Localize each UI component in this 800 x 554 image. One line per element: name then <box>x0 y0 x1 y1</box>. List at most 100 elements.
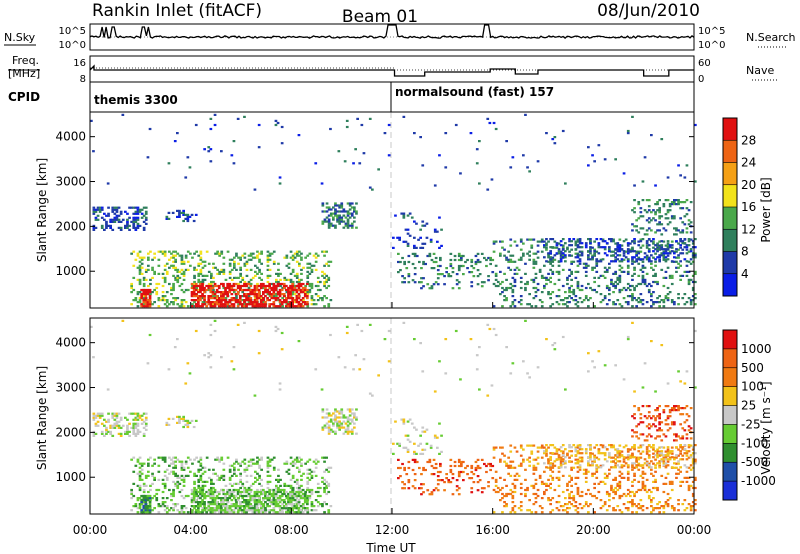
power-echo <box>654 211 657 214</box>
velocity-echo <box>266 456 270 459</box>
power-echo <box>557 264 561 267</box>
power-echo <box>656 242 659 245</box>
power-echo <box>186 219 190 223</box>
power-echo <box>302 266 305 269</box>
power-echo <box>113 208 117 211</box>
power-echo <box>203 291 206 294</box>
power-echo <box>178 254 182 257</box>
velocity-echo <box>165 423 169 426</box>
power-echo <box>212 288 215 292</box>
power-echo <box>199 256 203 259</box>
velocity-echo <box>180 511 184 514</box>
velocity-echo <box>605 476 609 479</box>
velocity-echo <box>660 505 664 508</box>
velocity-echo <box>637 480 641 483</box>
date-title: 08/Jun/2010 <box>597 1 700 21</box>
power-echo <box>278 282 282 286</box>
velocity-echo <box>321 480 324 483</box>
power-echo <box>228 288 232 292</box>
power-echo <box>559 252 563 255</box>
velocity-echo <box>241 511 244 514</box>
power-echo <box>626 252 630 255</box>
velocity-echo <box>445 477 448 480</box>
power-echo <box>144 295 148 298</box>
velocity-echo <box>174 503 177 506</box>
velocity-echo <box>670 452 674 455</box>
power-echo <box>241 303 244 306</box>
power-echo <box>470 271 474 274</box>
velocity-echo <box>633 494 636 498</box>
power-echo <box>184 213 188 216</box>
velocity-echo <box>574 476 578 479</box>
power-echo <box>142 276 146 279</box>
velocity-echo <box>222 492 226 496</box>
velocity-echo <box>203 494 206 498</box>
power-echo <box>511 303 515 306</box>
power-echo <box>243 288 246 292</box>
velocity-echo <box>402 420 406 423</box>
power-echo <box>584 264 588 267</box>
velocity-echo <box>534 492 538 496</box>
velocity-echo <box>262 492 266 496</box>
power-echo <box>253 286 257 290</box>
power-echo <box>201 295 204 298</box>
power-echo <box>306 280 310 284</box>
power-echo <box>157 282 161 286</box>
velocity-echo <box>673 507 676 510</box>
power-echo <box>184 268 188 271</box>
power-echo <box>346 220 350 223</box>
power-echo <box>138 210 142 213</box>
power-echo <box>626 260 630 263</box>
power-echo <box>247 295 251 298</box>
velocity-echo <box>297 501 301 504</box>
velocity-echo <box>277 486 280 490</box>
power-echo <box>205 305 208 308</box>
power-echo <box>540 276 544 279</box>
velocity-echo <box>281 492 284 496</box>
velocity-echo <box>174 505 177 508</box>
velocity-echo <box>260 478 263 481</box>
velocity-echo <box>314 509 318 512</box>
velocity-echo <box>293 462 297 465</box>
power-echo <box>578 254 582 257</box>
velocity-echo <box>618 484 622 487</box>
velocity-echo <box>633 474 636 477</box>
power-echo <box>193 252 196 255</box>
power-echo <box>633 199 636 202</box>
velocity-echo <box>551 444 555 447</box>
power-echo <box>209 148 213 151</box>
power-echo <box>641 274 645 277</box>
velocity-echo <box>238 507 242 510</box>
velocity-echo <box>547 466 550 469</box>
velocity-echo <box>298 456 301 459</box>
power-echo <box>658 260 661 263</box>
velocity-echo <box>142 482 146 485</box>
velocity-echo <box>348 414 352 417</box>
velocity-echo <box>170 470 173 473</box>
velocity-echo <box>564 462 567 465</box>
velocity-echo <box>178 415 181 418</box>
power-echo <box>524 282 527 286</box>
power-echo <box>509 166 513 169</box>
power-echo <box>224 293 227 296</box>
velocity-echo <box>545 454 548 457</box>
velocity-echo <box>340 412 344 415</box>
power-echo <box>658 199 661 202</box>
velocity-echo <box>216 503 219 506</box>
colorbar-swatch <box>723 184 737 208</box>
power-echo <box>251 291 255 294</box>
power-echo <box>603 276 607 279</box>
power-echo <box>555 301 559 304</box>
power-echo <box>631 305 634 308</box>
velocity-echo <box>144 416 148 419</box>
velocity-echo <box>557 470 561 473</box>
power-echo <box>96 206 100 209</box>
power-echo <box>687 219 691 222</box>
power-echo <box>474 254 478 258</box>
power-echo <box>658 211 661 214</box>
velocity-echo <box>666 492 670 496</box>
velocity-echo <box>134 418 138 421</box>
velocity-echo <box>138 484 142 487</box>
power-echo <box>293 284 297 288</box>
velocity-echo <box>92 414 96 417</box>
